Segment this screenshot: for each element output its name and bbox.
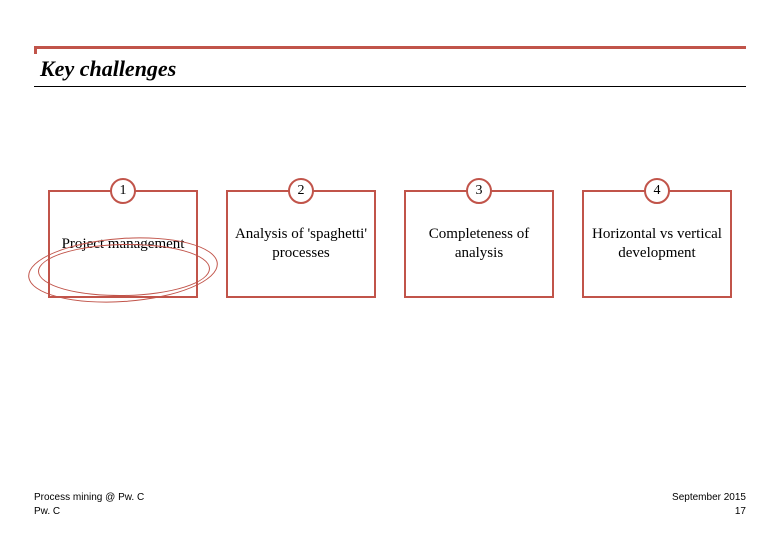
challenge-label-2: Analysis of 'spaghetti' processes	[234, 225, 368, 263]
challenge-badge-2: 2	[288, 178, 314, 204]
challenge-number-3: 3	[476, 182, 483, 200]
footer-left-line2: Pw. C	[34, 505, 144, 519]
challenge-badge-3: 3	[466, 178, 492, 204]
challenge-box-4: 4 Horizontal vs vertical development	[582, 190, 732, 298]
slide: Key challenges 1 Project management 2 An…	[0, 0, 780, 540]
footer-left-line1: Process mining @ Pw. C	[34, 491, 144, 505]
challenge-badge-1: 1	[110, 178, 136, 204]
challenge-label-3: Completeness of analysis	[412, 225, 546, 263]
challenge-number-4: 4	[654, 182, 661, 200]
challenge-label-1: Project management	[62, 235, 185, 254]
challenge-box-1: 1 Project management	[48, 190, 198, 298]
footer-date: September 2015	[672, 491, 746, 505]
footer-page-number: 17	[672, 505, 746, 519]
challenge-box-2: 2 Analysis of 'spaghetti' processes	[226, 190, 376, 298]
title-accent-bar	[34, 46, 746, 54]
challenge-badge-4: 4	[644, 178, 670, 204]
title-underline	[34, 86, 746, 87]
footer-right: September 2015 17	[672, 491, 746, 518]
challenge-box-3: 3 Completeness of analysis	[404, 190, 554, 298]
challenge-boxes-row: 1 Project management 2 Analysis of 'spag…	[48, 190, 732, 298]
footer-left: Process mining @ Pw. C Pw. C	[34, 491, 144, 518]
slide-title: Key challenges	[40, 56, 176, 82]
challenge-number-1: 1	[120, 182, 127, 200]
challenge-number-2: 2	[298, 182, 305, 200]
challenge-label-4: Horizontal vs vertical development	[590, 225, 724, 263]
